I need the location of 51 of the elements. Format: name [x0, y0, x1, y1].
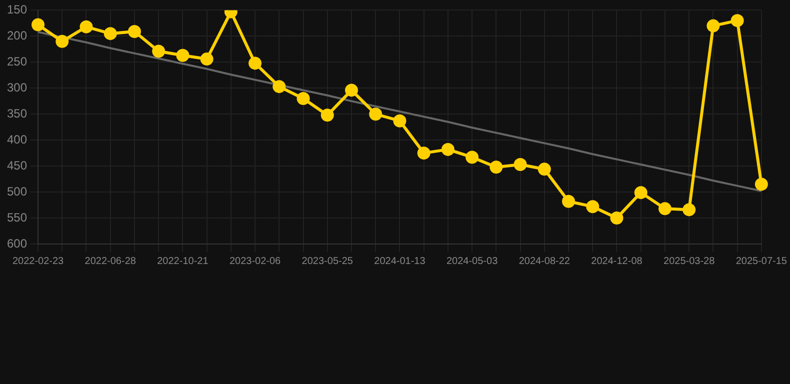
x-tick-label: 2022-02-23 [12, 256, 64, 267]
point [128, 25, 141, 38]
y-tick-label: 400 [6, 132, 28, 146]
y-tick-label: 500 [6, 184, 28, 198]
x-tick-label: 2024-08-22 [518, 256, 570, 267]
y-tick-label: 350 [6, 106, 28, 120]
point [248, 56, 262, 70]
point [730, 14, 744, 28]
point [682, 203, 696, 216]
y-tick-label: 550 [6, 210, 28, 224]
point [586, 200, 600, 214]
point [417, 146, 430, 160]
point [393, 114, 406, 128]
point [562, 194, 576, 208]
x-tick-label: 2022-10-21 [157, 256, 209, 267]
point [466, 150, 479, 164]
point [514, 158, 527, 172]
y-tick-label: 200 [6, 28, 28, 42]
y-tick-label: 150 [6, 2, 28, 17]
point [80, 20, 93, 34]
x-tick-label: 2024-12-08 [591, 256, 643, 267]
point [369, 108, 382, 121]
x-tick-label: 2024-01-13 [374, 256, 426, 267]
x-tick-label: 2022-06-28 [84, 256, 136, 267]
point [272, 80, 286, 94]
x-tick-label: 2024-05-03 [446, 256, 498, 267]
y-tick-label: 450 [6, 158, 28, 172]
point [538, 162, 551, 176]
point [152, 44, 166, 58]
point [490, 160, 503, 174]
point [610, 212, 624, 225]
y-tick-label: 300 [6, 80, 28, 94]
point [104, 27, 117, 40]
point [296, 92, 310, 106]
x-tick-label: 2025-03-28 [664, 256, 716, 267]
point [200, 52, 214, 66]
y-tick-label: 600 [6, 236, 28, 250]
point [706, 19, 720, 32]
point [754, 178, 768, 191]
y-tick-label: 250 [6, 54, 28, 68]
point [320, 108, 334, 122]
point [32, 18, 45, 32]
point [344, 84, 358, 97]
x-tick-label: 2023-02-06 [229, 256, 282, 267]
point [634, 186, 648, 200]
x-tick-label: 2025-07-15 [736, 256, 788, 267]
x-tick-label: 2023-05-25 [302, 256, 354, 267]
point [56, 34, 69, 48]
point [658, 202, 672, 216]
point [441, 142, 454, 156]
point [176, 48, 190, 62]
